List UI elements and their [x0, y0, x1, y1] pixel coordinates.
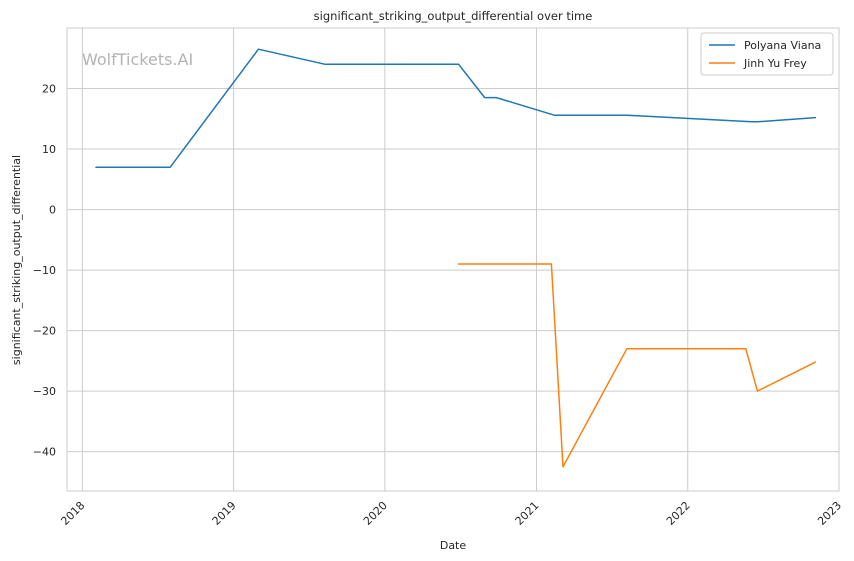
legend-box — [700, 32, 834, 76]
y-tick-label: −20 — [33, 325, 56, 338]
chart-title: significant_striking_output_differential… — [314, 9, 593, 23]
legend-label-polyana-viana: Polyana Viana — [744, 39, 821, 52]
y-tick-labels: −40 −30 −20 −10 0 10 20 — [33, 83, 56, 459]
y-axis-label: significant_striking_output_differential — [10, 155, 23, 365]
y-tick-label: −40 — [33, 446, 56, 459]
y-tick-label: −30 — [33, 385, 56, 398]
legend: Polyana Viana Jinh Yu Frey — [700, 32, 834, 76]
watermark: WolfTickets.AI — [82, 50, 193, 69]
series-layer — [95, 48, 817, 468]
series-line-jinh-yu-frey — [457, 263, 817, 468]
y-tick-label: 10 — [42, 143, 56, 156]
y-tick-label: 0 — [49, 204, 56, 217]
y-tick-label: −10 — [33, 264, 56, 277]
legend-label-jinh-yu-frey: Jinh Yu Frey — [743, 57, 807, 70]
y-tick-label: 20 — [42, 83, 56, 96]
plot-frame — [66, 27, 840, 492]
series-line-polyana-viana — [95, 48, 817, 168]
x-axis-label: Date — [440, 539, 467, 552]
